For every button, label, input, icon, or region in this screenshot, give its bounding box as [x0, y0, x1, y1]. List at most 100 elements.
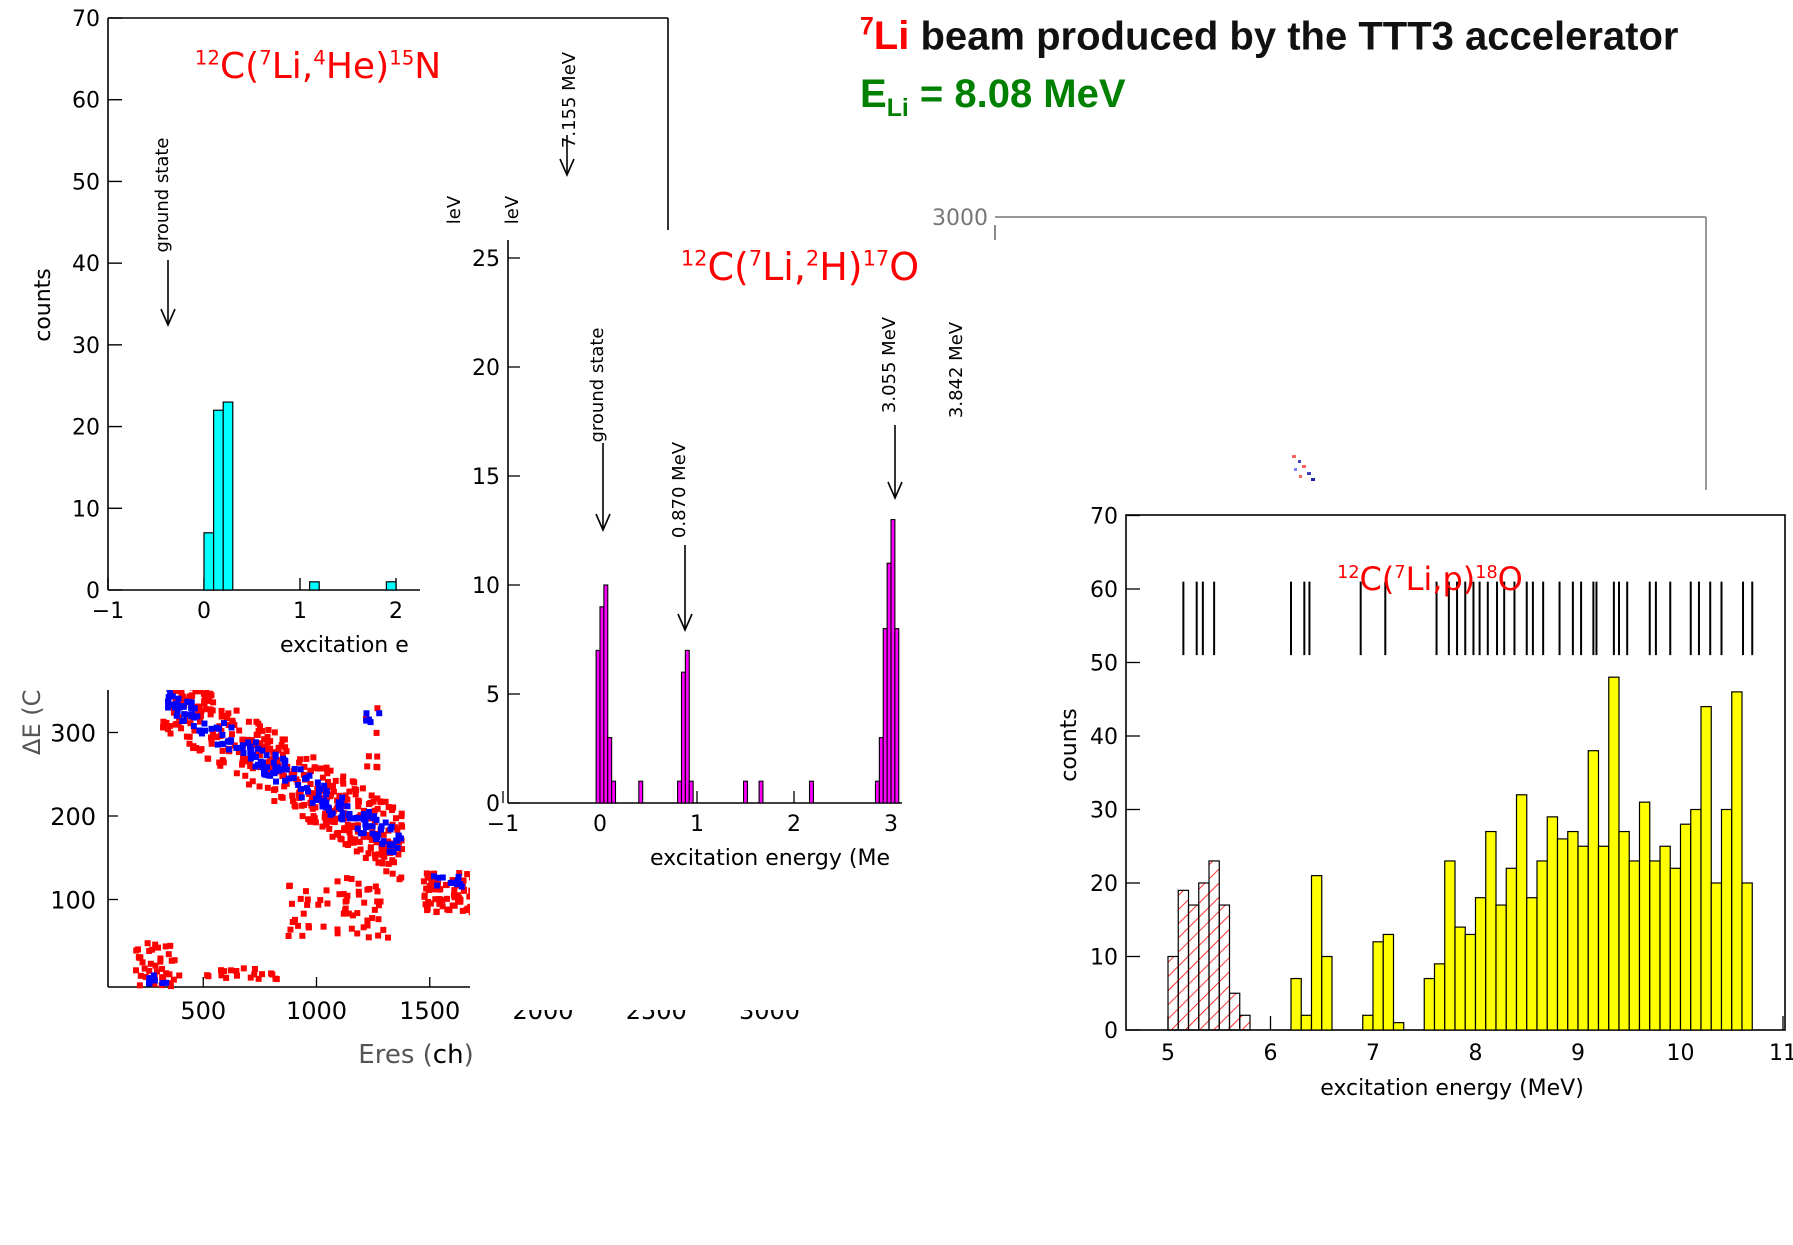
o18-y-tick-label: 30	[1090, 799, 1118, 824]
o18-y-tick-label: 70	[1090, 505, 1118, 530]
scatter-point	[346, 810, 353, 817]
o18-bar	[1300, 1014, 1313, 1031]
scatter-point	[374, 805, 381, 812]
o18-bar	[1659, 845, 1671, 1031]
scatter-point	[251, 971, 258, 978]
scatter-point	[289, 792, 296, 799]
scatter-point	[203, 706, 210, 713]
scatter-point	[271, 729, 278, 736]
scatter-point	[321, 782, 328, 789]
scatter-point	[334, 831, 341, 838]
scatter-point	[356, 838, 363, 845]
scatter-point	[342, 815, 349, 822]
scatter-point	[372, 883, 379, 890]
scatter-point	[466, 893, 473, 900]
o17-annot-ground-state: ground state	[587, 327, 608, 442]
n15-x-tick-label: 2	[389, 599, 403, 624]
scatter-point	[384, 934, 391, 941]
o17-bar	[677, 780, 683, 804]
scatter-point	[432, 896, 439, 903]
scatter-point	[377, 898, 384, 905]
scatter-point	[309, 805, 316, 812]
scatter-point	[280, 766, 287, 773]
scatter-point	[305, 922, 312, 929]
scatter-point	[370, 815, 377, 822]
scatter-point	[363, 717, 370, 724]
scatter-point	[253, 718, 260, 725]
scatter-point	[339, 816, 346, 823]
scatter-point	[327, 767, 334, 774]
o17-bar	[878, 737, 884, 804]
scatter-point	[380, 926, 387, 933]
scatter-point	[389, 870, 396, 877]
o17-y-tick-label: 0	[486, 792, 500, 817]
o18-bar	[1608, 676, 1620, 1031]
scatter-point	[233, 707, 240, 714]
scatter-point	[375, 859, 382, 866]
o17-arrow-0870	[677, 545, 693, 632]
scatter-point	[240, 753, 247, 760]
scatter-point	[339, 810, 346, 817]
n15-y-tick-label: 20	[72, 416, 100, 441]
scatter-point	[207, 711, 214, 718]
scatter-point	[449, 902, 456, 909]
n15-bar	[385, 581, 397, 591]
scatter-point	[349, 912, 356, 919]
scatter-point	[206, 697, 213, 704]
o17-annot-3842: 3.842 MeV	[946, 321, 967, 418]
scatter-point	[370, 798, 377, 805]
scatter-point	[309, 799, 316, 806]
scatter-point	[330, 788, 337, 795]
scatter-point	[386, 841, 393, 848]
scatter-point	[256, 783, 263, 790]
o18-bar	[1618, 830, 1630, 1031]
scatter-point	[283, 748, 290, 755]
o18-bar	[1546, 816, 1559, 1031]
o17-bar	[886, 562, 892, 804]
scatter-point	[308, 767, 315, 774]
scatter-point	[291, 801, 298, 808]
o17-bar	[874, 780, 880, 804]
scatter-point	[264, 784, 271, 791]
o17-bar	[611, 780, 617, 804]
scatter-point	[259, 727, 266, 734]
scatter-point	[382, 798, 389, 805]
scatter-point	[424, 903, 431, 910]
scatter-point	[283, 766, 290, 773]
scatter-point	[249, 778, 256, 785]
o17-bar	[890, 519, 896, 804]
scatter-point	[460, 877, 467, 884]
o18-hatched-bar	[1239, 1014, 1251, 1031]
scatter-point	[218, 972, 225, 979]
scatter-point	[340, 773, 347, 780]
scatter-point	[227, 967, 234, 974]
scatter-point	[339, 794, 346, 801]
o17-x-label: excitation energy (Me	[650, 846, 890, 871]
o18-bar	[1444, 860, 1456, 1031]
scatter-point	[273, 778, 280, 785]
scatter-point	[300, 910, 307, 917]
scatter-point	[192, 690, 199, 695]
scatter-point	[256, 723, 263, 730]
scatter-point	[255, 975, 262, 982]
scatter-point	[291, 766, 298, 773]
scatter-point	[191, 727, 198, 734]
scatter-point	[288, 900, 295, 907]
scatter-point	[261, 736, 268, 743]
scatter-x-tick-label: 1500	[399, 997, 460, 1025]
scatter-point	[291, 769, 298, 776]
scatter-point	[355, 880, 362, 887]
o18-y-label: counts	[1060, 708, 1082, 782]
scatter-point	[220, 759, 227, 766]
scatter-point	[312, 819, 319, 826]
o18-bar	[1649, 860, 1661, 1031]
o18-bar	[1536, 860, 1548, 1031]
o17-bar	[599, 606, 605, 804]
scatter-point	[365, 850, 372, 857]
scatter-point	[340, 780, 347, 787]
scatter-point	[251, 965, 258, 972]
scatter-point	[371, 851, 378, 858]
o18-hatched-bar	[1177, 889, 1190, 1031]
scatter-point	[377, 798, 384, 805]
n15-y-tick-label: 10	[72, 497, 100, 522]
